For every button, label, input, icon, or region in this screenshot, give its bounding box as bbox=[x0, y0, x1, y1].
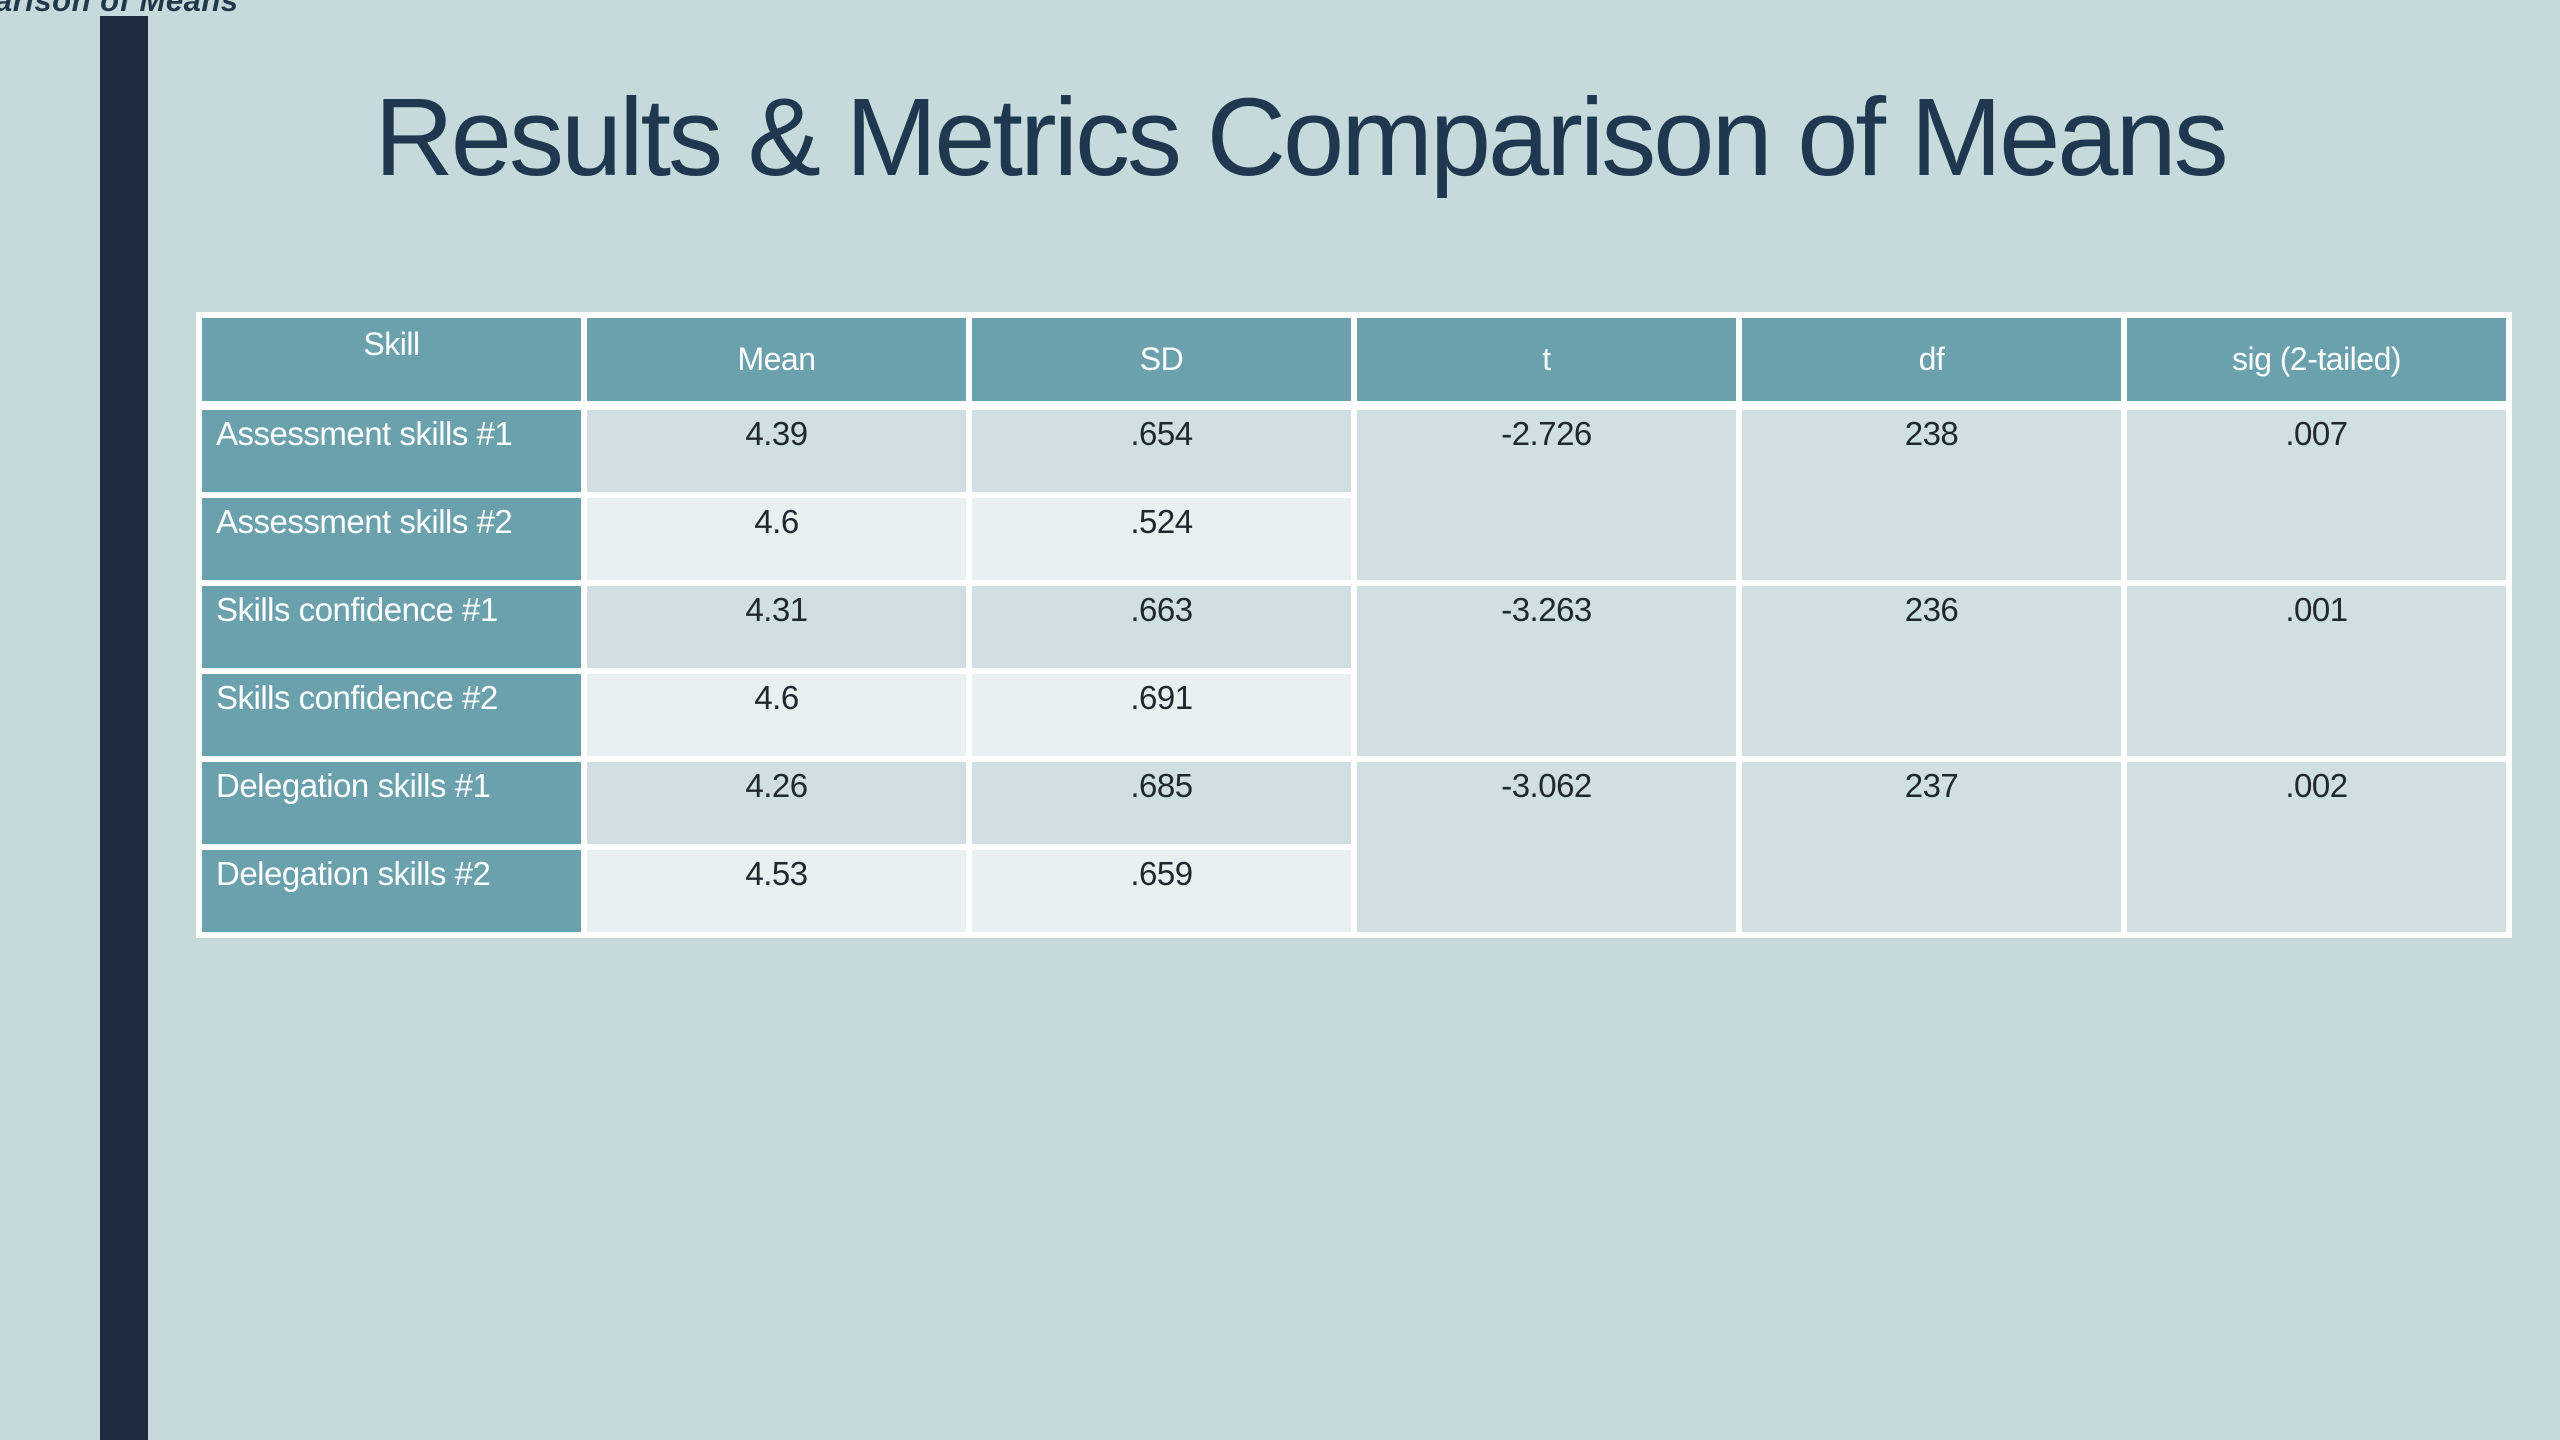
skill-label: Assessment skills #2 bbox=[202, 498, 581, 580]
header-row: Skill Mean SD t df sig (2-tailed) bbox=[202, 318, 2506, 404]
skill-label: Skills confidence #1 bbox=[202, 586, 581, 668]
sig-value: .002 bbox=[2127, 762, 2506, 932]
mean-value: 4.6 bbox=[587, 674, 966, 756]
t-value: -2.726 bbox=[1357, 410, 1736, 580]
skill-label: Delegation skills #1 bbox=[202, 762, 581, 844]
results-table: Skill Mean SD t df sig (2-tailed) Assess… bbox=[196, 312, 2512, 938]
col-header-mean: Mean bbox=[587, 318, 966, 404]
mean-value: 4.39 bbox=[587, 410, 966, 492]
table-row: Delegation skills #1 4.26 .685 -3.062 23… bbox=[202, 762, 2506, 932]
sd-value: .685 bbox=[972, 762, 1351, 844]
df-value: 236 bbox=[1742, 586, 2121, 756]
col-header-df: df bbox=[1742, 318, 2121, 404]
col-header-t: t bbox=[1357, 318, 1736, 404]
table-row: Assessment skills #1 4.39 .654 -2.726 23… bbox=[202, 410, 2506, 580]
left-accent-bar bbox=[100, 16, 148, 1440]
df-value: 237 bbox=[1742, 762, 2121, 932]
sd-value: .691 bbox=[972, 674, 1351, 756]
df-value: 238 bbox=[1742, 410, 2121, 580]
cutoff-slide-text: arison of Means bbox=[0, 0, 239, 18]
skill-label: Skills confidence #2 bbox=[202, 674, 581, 756]
t-value: -3.062 bbox=[1357, 762, 1736, 932]
mean-value: 4.26 bbox=[587, 762, 966, 844]
table-row: Delegation skills #2 4.53 .659 bbox=[202, 850, 2506, 932]
sig-value: .007 bbox=[2127, 410, 2506, 580]
col-header-sd: SD bbox=[972, 318, 1351, 404]
sd-value: .524 bbox=[972, 498, 1351, 580]
skill-label: Assessment skills #1 bbox=[202, 410, 581, 492]
sd-value: .663 bbox=[972, 586, 1351, 668]
sd-value: .654 bbox=[972, 410, 1351, 492]
mean-value: 4.53 bbox=[587, 850, 966, 932]
col-header-sig: sig (2-tailed) bbox=[2127, 318, 2506, 404]
mean-value: 4.31 bbox=[587, 586, 966, 668]
mean-value: 4.6 bbox=[587, 498, 966, 580]
t-value: -3.263 bbox=[1357, 586, 1736, 756]
sig-value: .001 bbox=[2127, 586, 2506, 756]
slide-title: Results & Metrics Comparison of Means bbox=[374, 76, 2228, 199]
col-header-skill: Skill bbox=[202, 318, 581, 404]
sd-value: .659 bbox=[972, 850, 1351, 932]
table-row: Assessment skills #2 4.6 .524 bbox=[202, 498, 2506, 580]
skill-label: Delegation skills #2 bbox=[202, 850, 581, 932]
table-row: Skills confidence #1 4.31 .663 -3.263 23… bbox=[202, 586, 2506, 756]
table-row: Skills confidence #2 4.6 .691 bbox=[202, 674, 2506, 756]
